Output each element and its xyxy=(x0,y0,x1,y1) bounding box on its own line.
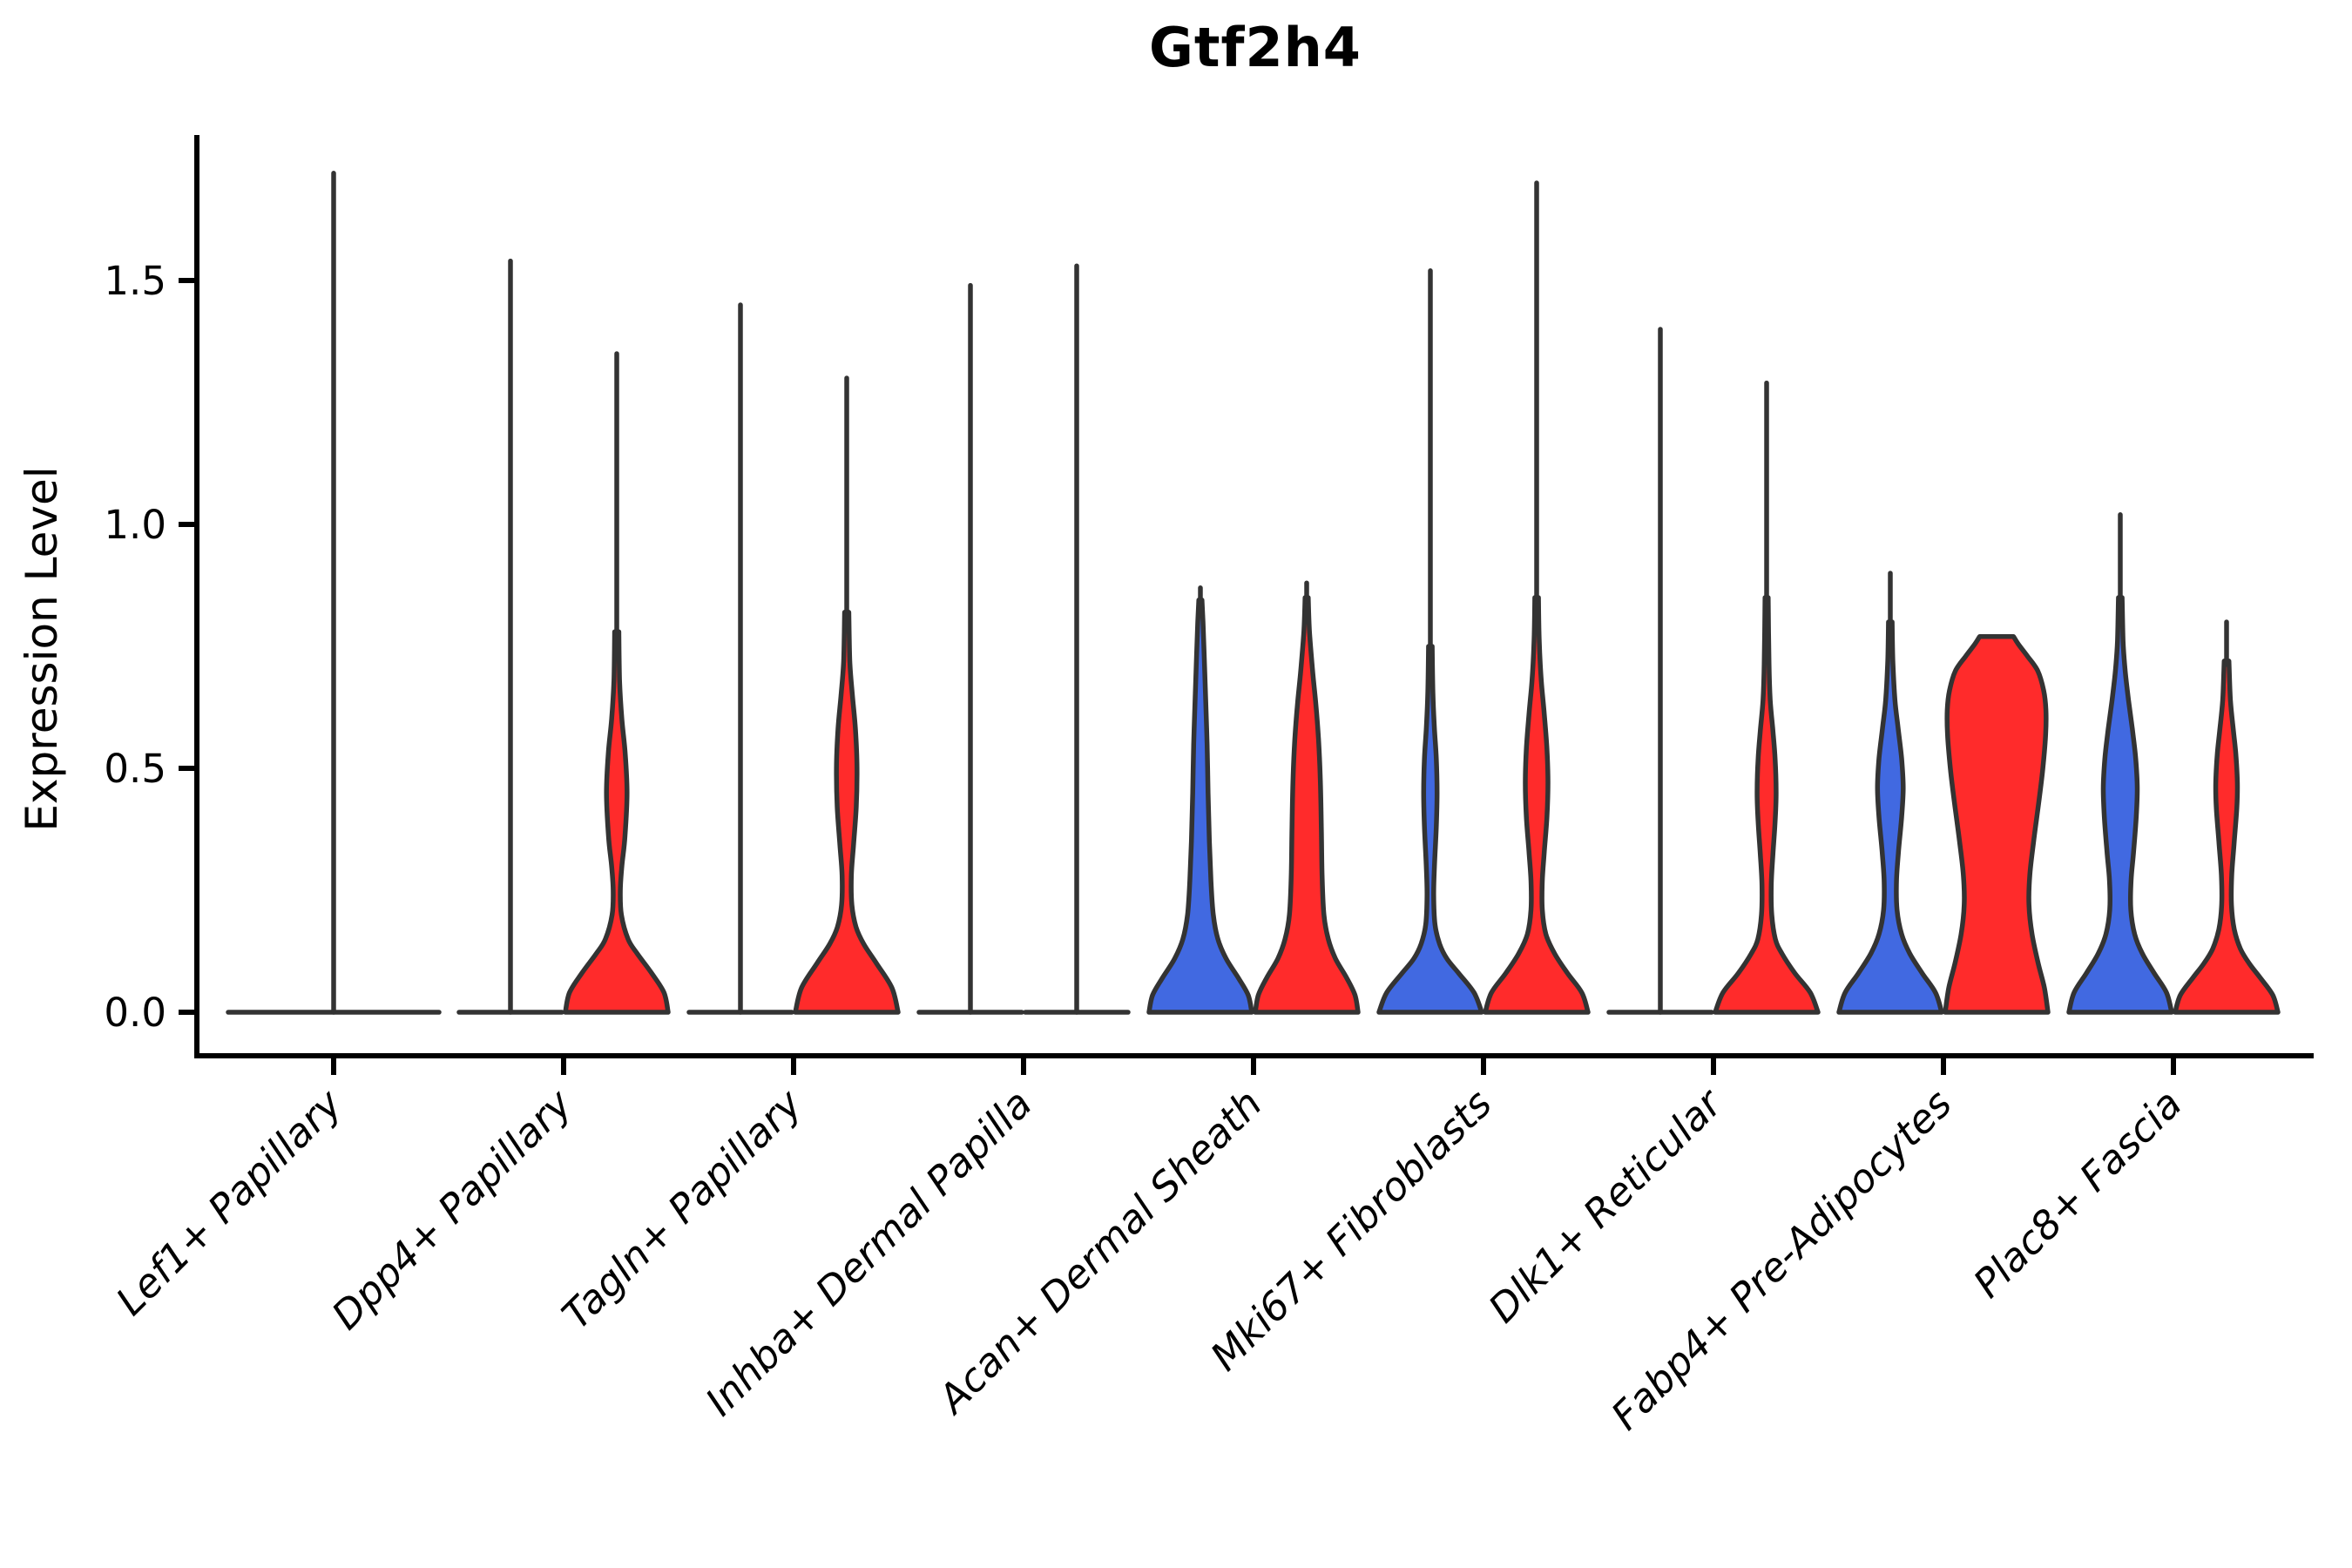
x-tick-label-2: Tagln+ Papillary xyxy=(553,1079,812,1338)
x-tick-label-1: Dpp4+ Papillary xyxy=(323,1079,582,1338)
violin-body-16 xyxy=(2173,659,2281,1015)
violin-body-12 xyxy=(1713,595,1821,1015)
chart-title: Gtf2h4 xyxy=(1149,16,1362,79)
violin-body-14 xyxy=(1943,634,2051,1015)
x-tick-label-6: Dlk1+ Reticular xyxy=(1479,1079,1732,1332)
violin-body-7 xyxy=(1146,598,1254,1015)
y-tick-label-0: 0.0 xyxy=(104,990,166,1036)
x-tick-label-8: Plac8+ Fascia xyxy=(1964,1080,2191,1307)
x-tick-label-0: Lef1+ Papillary xyxy=(107,1079,352,1324)
violin-body-15 xyxy=(2066,595,2174,1015)
y-tick-label-2: 1.0 xyxy=(104,502,166,548)
y-axis-label: Expression Level xyxy=(17,466,67,832)
violin-body-4 xyxy=(793,610,901,1015)
violin-body-9 xyxy=(1376,644,1484,1015)
violin-body-13 xyxy=(1836,619,1944,1015)
violin-body-8 xyxy=(1253,595,1361,1015)
y-tick-label-3: 1.5 xyxy=(104,258,166,304)
violin-body-10 xyxy=(1483,595,1591,1015)
y-tick-label-1: 0.5 xyxy=(104,746,166,792)
violin-body-2 xyxy=(563,629,671,1015)
